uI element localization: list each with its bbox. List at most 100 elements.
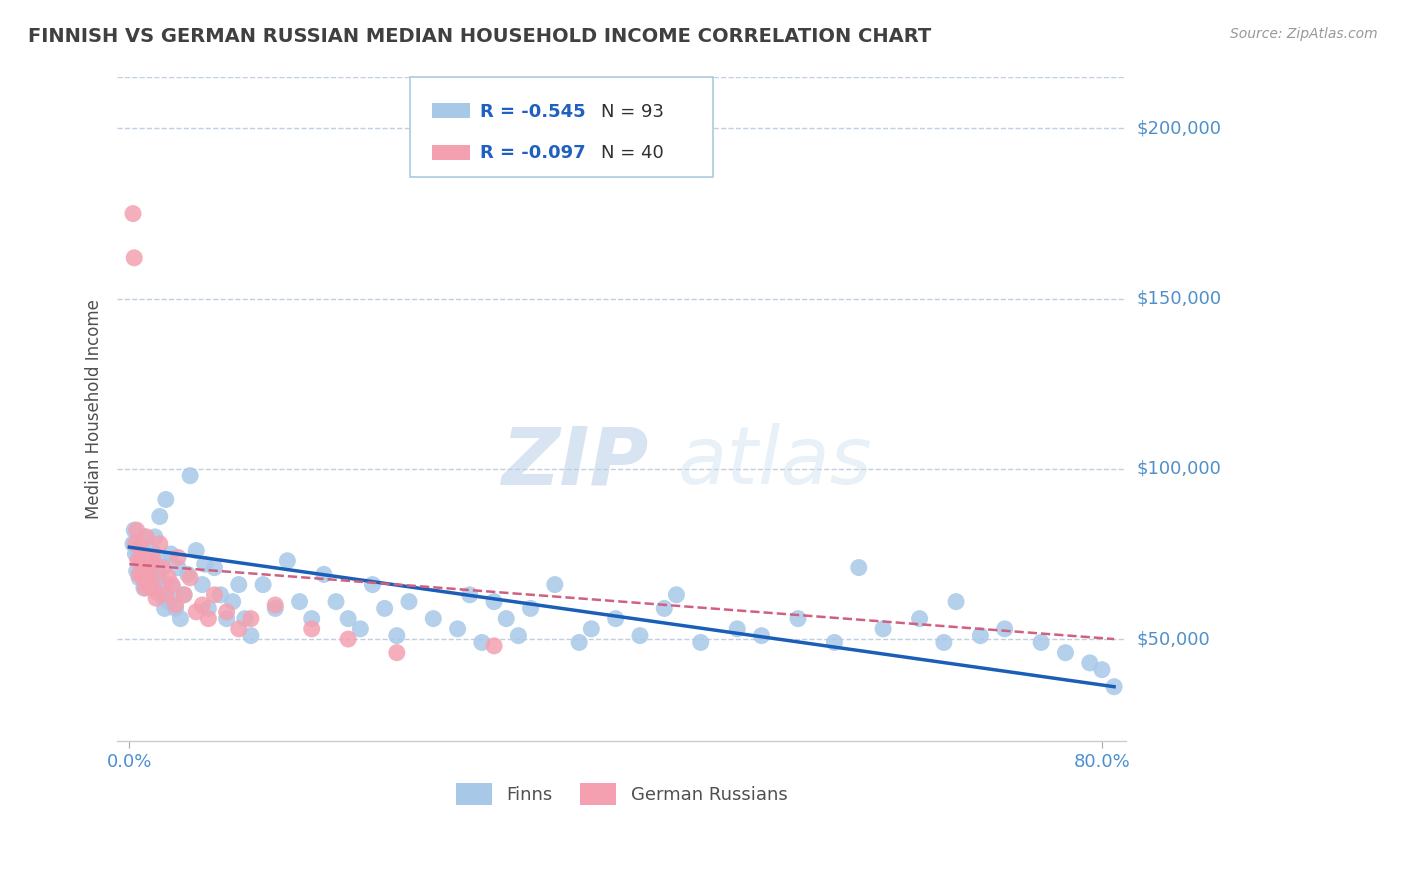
- Point: [519, 601, 541, 615]
- Point: [138, 567, 160, 582]
- Text: $200,000: $200,000: [1136, 120, 1222, 137]
- Point: [148, 571, 170, 585]
- Point: [131, 550, 153, 565]
- Point: [337, 632, 360, 646]
- Point: [215, 605, 238, 619]
- Point: [1031, 635, 1053, 649]
- FancyBboxPatch shape: [432, 103, 470, 119]
- Point: [264, 598, 287, 612]
- Point: [124, 547, 146, 561]
- Point: [135, 530, 157, 544]
- Point: [628, 629, 651, 643]
- Point: [301, 612, 323, 626]
- Point: [725, 622, 748, 636]
- Point: [204, 560, 226, 574]
- Y-axis label: Median Household Income: Median Household Income: [86, 300, 103, 519]
- Point: [141, 564, 163, 578]
- Point: [186, 543, 208, 558]
- Point: [131, 560, 153, 574]
- Point: [129, 540, 152, 554]
- Point: [127, 543, 149, 558]
- Point: [165, 598, 187, 612]
- Text: N = 40: N = 40: [600, 145, 664, 162]
- Point: [495, 612, 517, 626]
- Point: [215, 612, 238, 626]
- Point: [127, 554, 149, 568]
- Point: [128, 567, 150, 582]
- Point: [385, 646, 408, 660]
- Point: [325, 594, 347, 608]
- Point: [908, 612, 931, 626]
- Point: [398, 594, 420, 608]
- Point: [1102, 680, 1125, 694]
- Point: [125, 523, 148, 537]
- Point: [994, 622, 1017, 636]
- Point: [337, 612, 360, 626]
- Point: [179, 571, 201, 585]
- Point: [471, 635, 494, 649]
- Point: [149, 537, 172, 551]
- Point: [301, 622, 323, 636]
- Point: [157, 594, 180, 608]
- Point: [132, 540, 155, 554]
- Point: [252, 577, 274, 591]
- Point: [824, 635, 846, 649]
- Point: [422, 612, 444, 626]
- Point: [167, 550, 190, 565]
- Point: [139, 554, 162, 568]
- Point: [458, 588, 481, 602]
- Point: [932, 635, 955, 649]
- Point: [155, 588, 177, 602]
- FancyBboxPatch shape: [409, 78, 713, 177]
- Point: [1091, 663, 1114, 677]
- Text: FINNISH VS GERMAN RUSSIAN MEDIAN HOUSEHOLD INCOME CORRELATION CHART: FINNISH VS GERMAN RUSSIAN MEDIAN HOUSEHO…: [28, 27, 931, 45]
- Point: [141, 550, 163, 565]
- Point: [228, 577, 250, 591]
- Point: [124, 537, 146, 551]
- Point: [482, 594, 505, 608]
- Point: [139, 550, 162, 565]
- Point: [122, 523, 145, 537]
- Point: [186, 605, 208, 619]
- Text: R = -0.545: R = -0.545: [479, 103, 585, 120]
- Point: [508, 629, 530, 643]
- Point: [264, 601, 287, 615]
- Point: [141, 571, 163, 585]
- Point: [142, 574, 165, 589]
- Point: [141, 543, 163, 558]
- Point: [374, 601, 396, 615]
- Point: [136, 577, 159, 591]
- Point: [128, 571, 150, 585]
- Point: [135, 557, 157, 571]
- Point: [173, 588, 195, 602]
- Point: [134, 530, 156, 544]
- Point: [197, 601, 219, 615]
- Point: [751, 629, 773, 643]
- Point: [349, 622, 371, 636]
- Point: [945, 594, 967, 608]
- Point: [233, 612, 256, 626]
- Point: [204, 588, 226, 602]
- Point: [142, 581, 165, 595]
- Point: [239, 612, 262, 626]
- Point: [160, 577, 183, 591]
- Point: [689, 635, 711, 649]
- Point: [288, 594, 311, 608]
- Point: [197, 612, 219, 626]
- Point: [221, 594, 243, 608]
- Text: atlas: atlas: [678, 424, 872, 501]
- Point: [385, 629, 408, 643]
- Point: [132, 571, 155, 585]
- Point: [191, 577, 214, 591]
- Point: [132, 557, 155, 571]
- Point: [138, 577, 160, 591]
- Point: [134, 581, 156, 595]
- Point: [665, 588, 688, 602]
- Point: [165, 601, 187, 615]
- Point: [191, 598, 214, 612]
- Point: [848, 560, 870, 574]
- Point: [969, 629, 991, 643]
- Point: [155, 492, 177, 507]
- Text: $50,000: $50,000: [1136, 630, 1211, 648]
- Text: Source: ZipAtlas.com: Source: ZipAtlas.com: [1230, 27, 1378, 41]
